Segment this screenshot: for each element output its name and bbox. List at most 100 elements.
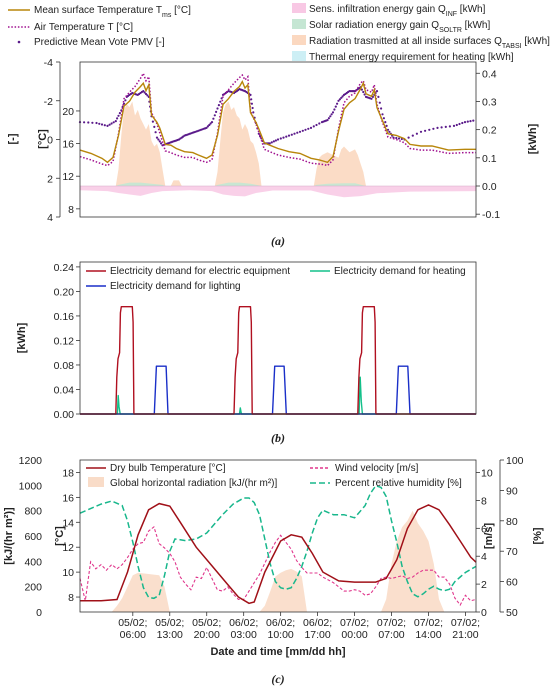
pmv-point (307, 127, 310, 130)
air-temperature-line (79, 71, 476, 167)
panel-b-legend: Electricity demand for electric equipmen… (86, 266, 466, 292)
legend-swatch-global-radiation (88, 477, 104, 487)
pmv-point (205, 126, 208, 129)
pmv-point (285, 135, 288, 138)
rh-tick-label: 100 (506, 455, 524, 467)
pmv-point (157, 138, 160, 141)
pmv-point (103, 124, 106, 127)
pmv-point (268, 142, 271, 145)
pmv-point (458, 122, 461, 126)
pmv-point (298, 130, 302, 133)
legend-entry-wind: Wind velocity [m/s] (335, 463, 419, 474)
pmv-point (378, 101, 381, 104)
pmv-point (155, 136, 159, 139)
solar-area (115, 182, 366, 186)
legend-right-entry: Sens. infiltration energy gain QINF [kWh… (309, 4, 486, 18)
temp-tick-label: 18 (62, 467, 74, 479)
time-tick-date: 07/02; (451, 617, 480, 629)
pmv-point (436, 126, 439, 129)
pmv-point (388, 130, 391, 133)
pmv-point (287, 134, 291, 137)
pmv-point (375, 90, 379, 93)
pmv-point (415, 132, 418, 135)
pmv-point (304, 128, 307, 131)
pmv-point (116, 117, 119, 120)
energy-tick-label: 0.1 (482, 153, 497, 165)
pmv-point (215, 110, 218, 113)
time-tick-hour: 17:00 (304, 629, 330, 641)
panel-c-frame (79, 459, 477, 613)
pmv-point (362, 90, 365, 94)
panel-c-temp-axis-label: [°C] (54, 526, 66, 546)
pmv-point (110, 122, 113, 125)
pmv-tick-label: 0 (47, 135, 53, 147)
panel-c-ticks: 0 200 400 600 800 1000 1200 8 10 12 14 16 18 0 2 4 6 8 10 5… (19, 455, 524, 641)
time-tick-hour: 21:00 (452, 629, 478, 641)
pmv-point (279, 137, 282, 140)
time-tick-hour: 13:00 (157, 629, 183, 641)
pmv-point (108, 123, 111, 126)
rh-tick-label: 70 (506, 546, 518, 558)
pmv-point (411, 134, 414, 137)
panel-a-ticks: -4 -2 0 2 4 8 12 16 20 -0.1 0.0 0.1 0.2 0.3 0.4 (44, 57, 501, 224)
pmv-point (318, 122, 321, 125)
panel-a-pmv-axis-label: [-] (7, 133, 19, 144)
temp-tick-label: 8 (68, 592, 74, 604)
panel-b-series (80, 306, 476, 415)
pmv-point (208, 123, 211, 127)
pmv-point (282, 136, 285, 139)
kwh-tick-label: 0.08 (54, 360, 75, 372)
kwh-tick-label: 0.16 (54, 311, 75, 323)
pmv-point (407, 136, 410, 139)
infiltration-area (80, 186, 476, 198)
legend-left-entry-unit: [°C] (171, 5, 191, 16)
pmv-point (122, 102, 126, 105)
temp-tick-label: 16 (62, 139, 74, 151)
pmv-point (424, 129, 427, 132)
radiation-tick-label: 600 (24, 531, 42, 543)
pmv-point (270, 141, 273, 144)
pmv-point (395, 136, 398, 140)
pmv-point (219, 100, 222, 103)
legend-right-entry-text: Sens. infiltration energy gain Q (309, 4, 446, 15)
temp-tick-label: 12 (62, 542, 74, 554)
panel-b-caption: (b) (271, 431, 285, 445)
legend-entry-heating: Electricity demand for heating (334, 266, 466, 277)
pmv-point (341, 95, 344, 98)
rh-tick-label: 50 (506, 607, 518, 619)
time-tick-hour: 00:00 (341, 629, 367, 641)
panel-c-legend-right: Wind velocity [m/s] Percent relative humi… (310, 463, 462, 489)
pmv-point (290, 133, 293, 136)
wind-tick-label: 0 (481, 607, 487, 619)
panel-a-legend-left: Mean surface Temperature Tms [°C] Air Tem… (8, 5, 191, 48)
time-tick-hour: 07:00 (378, 629, 404, 641)
pmv-point (312, 125, 315, 128)
legend-swatch-energy (292, 35, 306, 45)
rh-tick-label: 80 (506, 516, 518, 528)
time-tick-date: 06/02; (303, 617, 332, 629)
time-tick-date: 06/02; (266, 617, 295, 629)
pmv-point (217, 104, 220, 107)
legend-left-entry-text: Mean surface Temperature T (34, 5, 162, 16)
heating-demand-line (80, 376, 476, 415)
pmv-point (337, 99, 340, 102)
radiation-tick-label: 200 (24, 582, 42, 594)
panel-a-energy-axis-label: [kWh] (527, 123, 539, 154)
relative-humidity-line (79, 484, 477, 600)
radiation-tick-label: 400 (24, 556, 42, 568)
pmv-point (469, 120, 472, 123)
pmv-point (249, 93, 252, 96)
pmv-point (382, 117, 385, 120)
pmv-point (158, 140, 161, 143)
pmv-point (370, 97, 373, 100)
panel-b-ticks: 0.00 0.04 0.08 0.12 0.16 0.20 0.24 (54, 262, 80, 421)
pmv-point (213, 114, 216, 117)
legend-entry-dry_bulb: Dry bulb Temperature [°C] (110, 463, 226, 474)
radiation-tick-label: 1000 (19, 480, 43, 492)
legend-entry-global_rad: Global horizontal radiation [kJ/(hr m²)] (110, 478, 278, 489)
pmv-point (91, 121, 94, 124)
pmv-point (251, 106, 254, 110)
panel-b-y-axis-label: [kWh] (16, 322, 28, 353)
equipment-demand-line (80, 306, 476, 415)
pmv-point (143, 91, 146, 94)
